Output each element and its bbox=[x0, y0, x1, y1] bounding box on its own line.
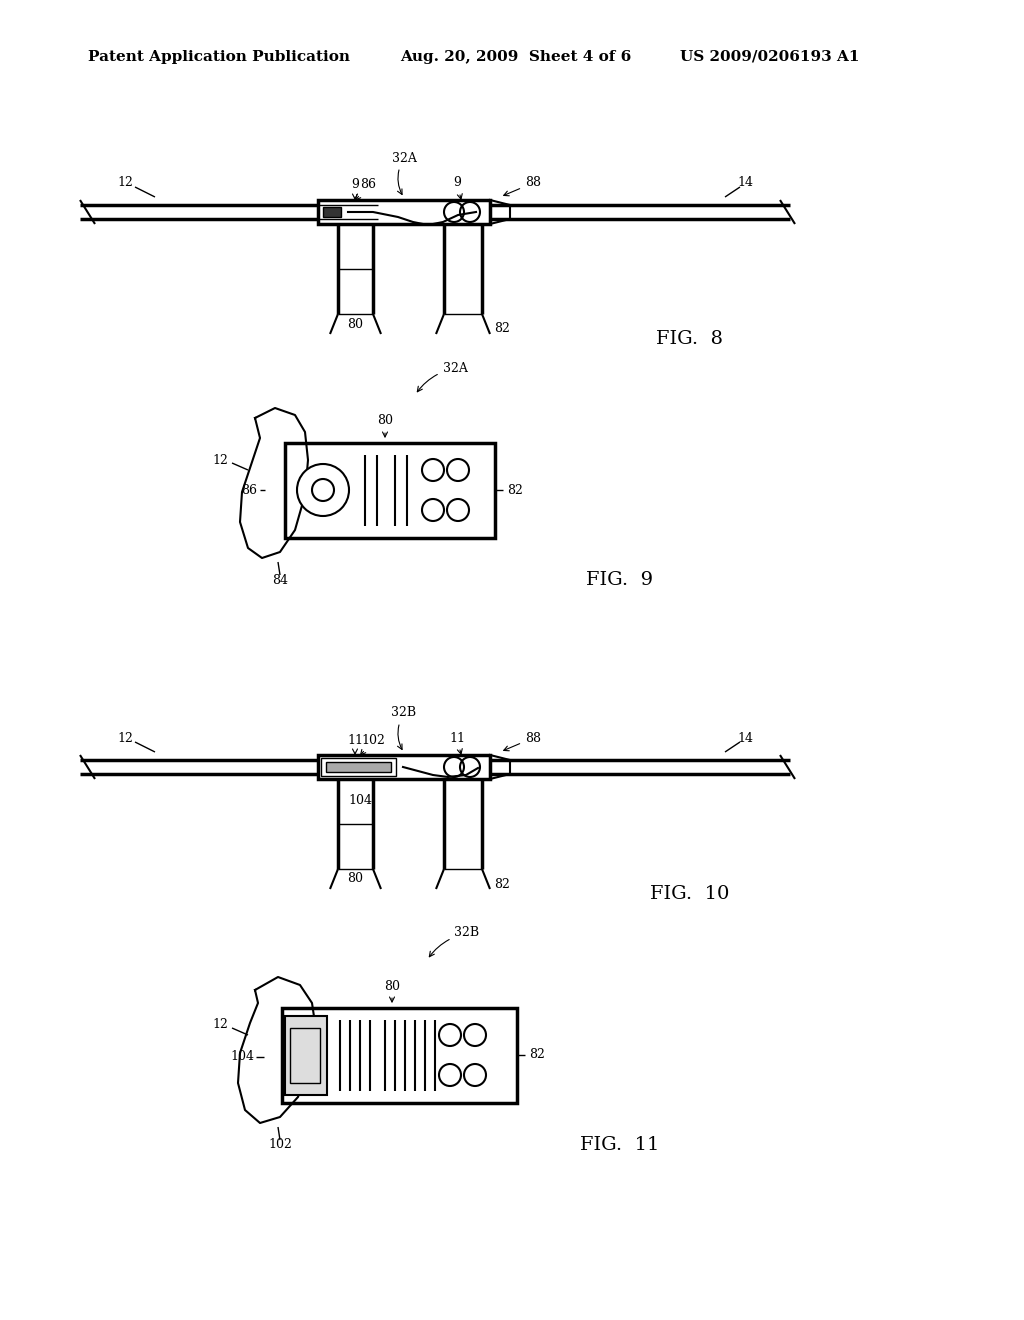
Bar bbox=[290, 1028, 319, 1082]
Text: Aug. 20, 2009  Sheet 4 of 6: Aug. 20, 2009 Sheet 4 of 6 bbox=[400, 50, 631, 63]
Text: 82: 82 bbox=[494, 322, 510, 335]
Circle shape bbox=[297, 465, 349, 516]
Text: 80: 80 bbox=[377, 414, 393, 437]
Text: 12: 12 bbox=[117, 731, 133, 744]
Text: 80: 80 bbox=[347, 873, 362, 886]
Text: 12: 12 bbox=[212, 1019, 228, 1031]
Text: 11: 11 bbox=[449, 731, 465, 754]
Text: 12: 12 bbox=[212, 454, 228, 466]
Text: 102: 102 bbox=[360, 734, 385, 755]
Bar bbox=[285, 1016, 327, 1096]
Text: 84: 84 bbox=[272, 573, 288, 586]
Text: 32B: 32B bbox=[429, 927, 479, 957]
Bar bbox=[285, 444, 495, 539]
Text: FIG.  9: FIG. 9 bbox=[587, 572, 653, 589]
Text: FIG.  10: FIG. 10 bbox=[650, 884, 730, 903]
Text: 80: 80 bbox=[347, 318, 362, 330]
Text: 88: 88 bbox=[504, 177, 541, 195]
Text: FIG.  11: FIG. 11 bbox=[581, 1137, 659, 1154]
Text: 32B: 32B bbox=[391, 706, 417, 750]
Text: 32A: 32A bbox=[418, 362, 467, 392]
Text: 86: 86 bbox=[355, 178, 376, 199]
Text: 14: 14 bbox=[737, 731, 753, 744]
Text: 80: 80 bbox=[384, 979, 400, 1002]
Text: 9: 9 bbox=[453, 177, 462, 199]
Text: 9: 9 bbox=[351, 178, 359, 199]
Text: 104: 104 bbox=[348, 795, 372, 808]
Text: Patent Application Publication: Patent Application Publication bbox=[88, 50, 350, 63]
Text: 82: 82 bbox=[494, 878, 510, 891]
Bar bbox=[323, 207, 341, 216]
Text: 102: 102 bbox=[268, 1138, 292, 1151]
Bar bbox=[318, 755, 490, 779]
Text: 11: 11 bbox=[347, 734, 362, 754]
Text: 104: 104 bbox=[230, 1051, 254, 1064]
Text: 86: 86 bbox=[241, 483, 257, 496]
Text: 82: 82 bbox=[507, 483, 523, 496]
Text: 32A: 32A bbox=[391, 152, 417, 194]
Text: 82: 82 bbox=[529, 1048, 545, 1061]
Text: 88: 88 bbox=[504, 731, 541, 751]
Text: 14: 14 bbox=[737, 177, 753, 190]
Bar bbox=[326, 762, 391, 772]
Bar bbox=[282, 1008, 517, 1104]
Bar bbox=[321, 758, 396, 776]
Text: US 2009/0206193 A1: US 2009/0206193 A1 bbox=[680, 50, 859, 63]
Text: 12: 12 bbox=[117, 177, 133, 190]
Bar bbox=[318, 201, 490, 224]
Text: FIG.  8: FIG. 8 bbox=[656, 330, 724, 348]
